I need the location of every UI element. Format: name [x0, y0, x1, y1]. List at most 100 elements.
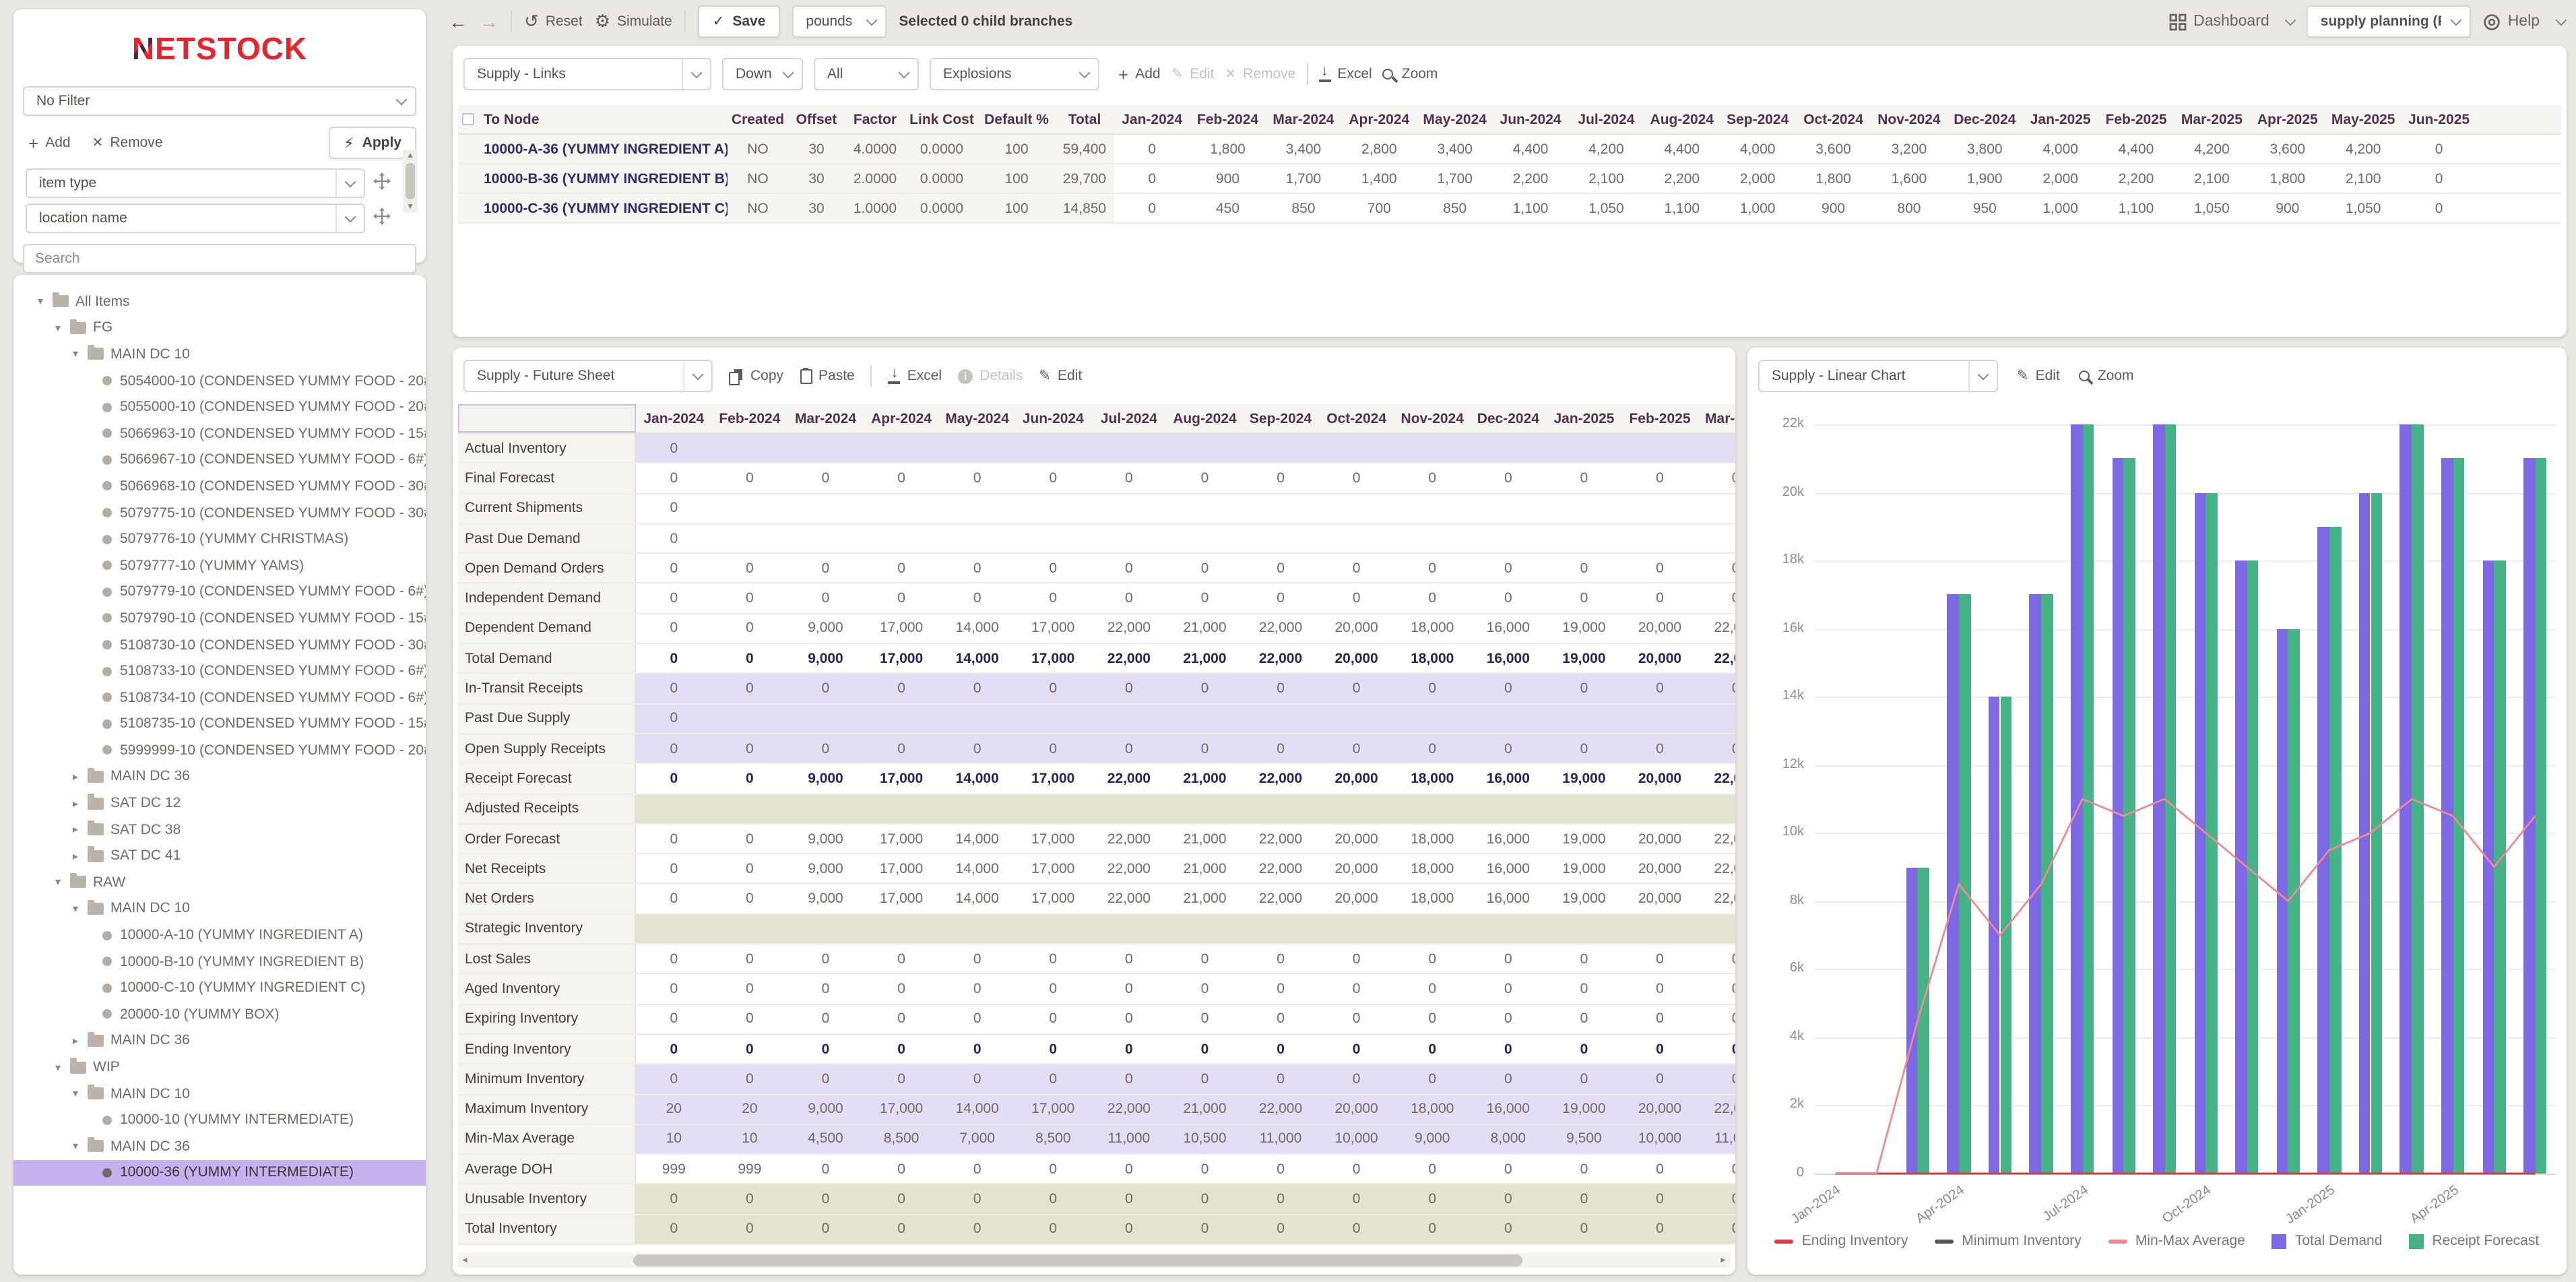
sheet-cell[interactable] — [939, 915, 1015, 944]
save-button[interactable]: ✓Save — [698, 5, 781, 38]
sheet-cell[interactable]: 0 — [1546, 975, 1622, 1004]
month-column-header[interactable]: Mar-2025 — [1698, 404, 1735, 432]
sheet-cell[interactable] — [1091, 494, 1167, 523]
sheet-cell[interactable]: 0 — [712, 1215, 788, 1244]
sheet-cell[interactable]: 0 — [636, 434, 712, 463]
sheet-cell[interactable]: 0 — [1622, 674, 1698, 703]
sheet-cell[interactable] — [1091, 434, 1167, 463]
links-add-button[interactable]: +Add — [1118, 64, 1161, 84]
sheet-cell[interactable] — [1698, 794, 1735, 823]
sheet-cell[interactable]: 17,000 — [864, 614, 940, 643]
sheet-cell[interactable]: 0 — [1015, 554, 1091, 583]
sheet-cell[interactable]: 0 — [939, 1004, 1015, 1033]
sheet-cell[interactable]: 0 — [712, 584, 788, 613]
sheet-cell[interactable] — [787, 434, 864, 463]
sheet-cell[interactable]: 0 — [1091, 584, 1167, 613]
sheet-cell[interactable]: 20,000 — [1622, 885, 1698, 914]
links-mode-select[interactable]: Explosions — [930, 58, 1099, 90]
tree-collapse-icon[interactable]: ▾ — [67, 348, 84, 360]
sheet-cell[interactable]: 0 — [864, 944, 940, 973]
sheet-cell[interactable]: 0 — [1318, 674, 1394, 703]
sheet-cell[interactable]: 22,000 — [1243, 854, 1319, 883]
sheet-cell[interactable]: 0 — [1698, 1215, 1735, 1244]
sheet-cell[interactable]: 0 — [939, 1215, 1015, 1244]
sheet-cell[interactable]: 11,000 — [1091, 1125, 1167, 1154]
scroll-down-icon[interactable]: ▼ — [403, 201, 418, 213]
sheet-cell[interactable]: 0 — [1622, 554, 1698, 583]
sheet-cell[interactable] — [1394, 794, 1471, 823]
sheet-cell[interactable]: 10,000 — [1318, 1125, 1394, 1154]
sheet-cell[interactable]: 0 — [787, 975, 864, 1004]
column-header[interactable]: Jan-2025 — [2023, 105, 2098, 133]
sheet-cell[interactable] — [864, 915, 940, 944]
month-column-header[interactable]: Aug-2024 — [1167, 404, 1243, 432]
sheet-cell[interactable]: 0 — [1698, 674, 1735, 703]
month-column-header[interactable]: Feb-2024 — [712, 404, 788, 432]
sheet-cell[interactable]: 22,000 — [1698, 644, 1735, 673]
sheet-cell[interactable] — [712, 704, 788, 733]
sheet-cell[interactable]: 0 — [1471, 1155, 1547, 1184]
sheet-cell[interactable]: 0 — [1167, 674, 1243, 703]
sheet-cell[interactable]: 0 — [1622, 734, 1698, 763]
sheet-cell[interactable]: 0 — [1091, 1004, 1167, 1033]
sheet-cell[interactable]: 0 — [1167, 1155, 1243, 1184]
sheet-cell[interactable]: 0 — [1698, 1035, 1735, 1064]
sheet-cell[interactable]: 19,000 — [1546, 825, 1622, 854]
sheet-cell[interactable]: 0 — [1167, 1064, 1243, 1093]
sheet-cell[interactable]: 9,000 — [787, 825, 864, 854]
sheet-cell[interactable]: 0 — [1243, 1064, 1319, 1093]
sheet-cell[interactable]: 17,000 — [864, 885, 940, 914]
sheet-cell[interactable]: 0 — [712, 1004, 788, 1033]
sheet-cell[interactable]: 0 — [864, 1004, 940, 1033]
sheet-cell[interactable]: 0 — [1167, 944, 1243, 973]
column-header[interactable]: Jun-2025 — [2401, 105, 2476, 133]
tree-item[interactable]: ▾MAIN DC 36 — [13, 1133, 426, 1159]
sheet-cell[interactable]: 0 — [636, 614, 712, 643]
sheet-cell[interactable]: 0 — [1015, 584, 1091, 613]
sheet-cell[interactable]: 0 — [1015, 464, 1091, 493]
sheet-cell[interactable]: 0 — [1243, 554, 1319, 583]
sheet-cell[interactable]: 0 — [1243, 1155, 1319, 1184]
sheet-cell[interactable]: 0 — [1546, 1004, 1622, 1033]
sheet-cell[interactable]: 17,000 — [1015, 1095, 1091, 1124]
planning-view-select[interactable]: supply planning (P) — [2307, 5, 2472, 38]
sheet-cell[interactable]: 9,000 — [787, 765, 864, 794]
sheet-cell[interactable] — [1622, 494, 1698, 523]
month-column-header[interactable]: Apr-2024 — [864, 404, 940, 432]
sheet-cell[interactable]: 0 — [787, 464, 864, 493]
filter-remove-button[interactable]: ✕Remove — [92, 135, 163, 151]
sheet-cell[interactable]: 0 — [1091, 1064, 1167, 1093]
sheet-cell[interactable]: 17,000 — [864, 644, 940, 673]
sheet-cell[interactable] — [1167, 494, 1243, 523]
sheet-cell[interactable]: 999 — [712, 1155, 788, 1184]
sheet-cell[interactable]: 0 — [1318, 1155, 1394, 1184]
sheet-cell[interactable]: 10 — [636, 1125, 712, 1154]
sheet-cell[interactable]: 14,000 — [939, 825, 1015, 854]
sheet-cell[interactable]: 0 — [1394, 584, 1471, 613]
sheet-cell[interactable]: 0 — [1091, 1215, 1167, 1244]
sheet-cell[interactable]: 18,000 — [1394, 854, 1471, 883]
sheet-cell[interactable]: 0 — [1394, 1185, 1471, 1214]
sheet-cell[interactable]: 17,000 — [1015, 765, 1091, 794]
sheet-cell[interactable]: 21,000 — [1167, 1095, 1243, 1124]
sheet-cell[interactable]: 19,000 — [1546, 765, 1622, 794]
month-column-header[interactable]: Nov-2024 — [1394, 404, 1471, 432]
sheet-cell[interactable] — [864, 524, 940, 553]
sheet-cell[interactable]: 0 — [712, 825, 788, 854]
sheet-cell[interactable] — [1471, 915, 1547, 944]
sheet-cell[interactable]: 0 — [1471, 975, 1547, 1004]
sheet-cell[interactable]: 14,000 — [939, 1095, 1015, 1124]
sheet-cell[interactable]: 0 — [1698, 554, 1735, 583]
legend-item[interactable]: Receipt Forecast — [2409, 1233, 2539, 1249]
sheet-cell[interactable]: 0 — [864, 584, 940, 613]
tree-expand-icon[interactable]: ▸ — [67, 823, 84, 835]
sheet-cell[interactable]: 22,000 — [1243, 885, 1319, 914]
sheet-cell[interactable]: 0 — [1698, 944, 1735, 973]
sheet-cell[interactable]: 0 — [1622, 1155, 1698, 1184]
sheet-cell[interactable]: 20,000 — [1622, 614, 1698, 643]
sheet-cell[interactable] — [1471, 794, 1547, 823]
sheet-cell[interactable] — [1622, 524, 1698, 553]
tree-collapse-icon[interactable]: ▾ — [67, 1141, 84, 1153]
sheet-cell[interactable]: 0 — [787, 1185, 864, 1214]
tree-item[interactable]: 5054000-10 (CONDENSED YUMMY FOOD - 20#) — [13, 368, 426, 394]
